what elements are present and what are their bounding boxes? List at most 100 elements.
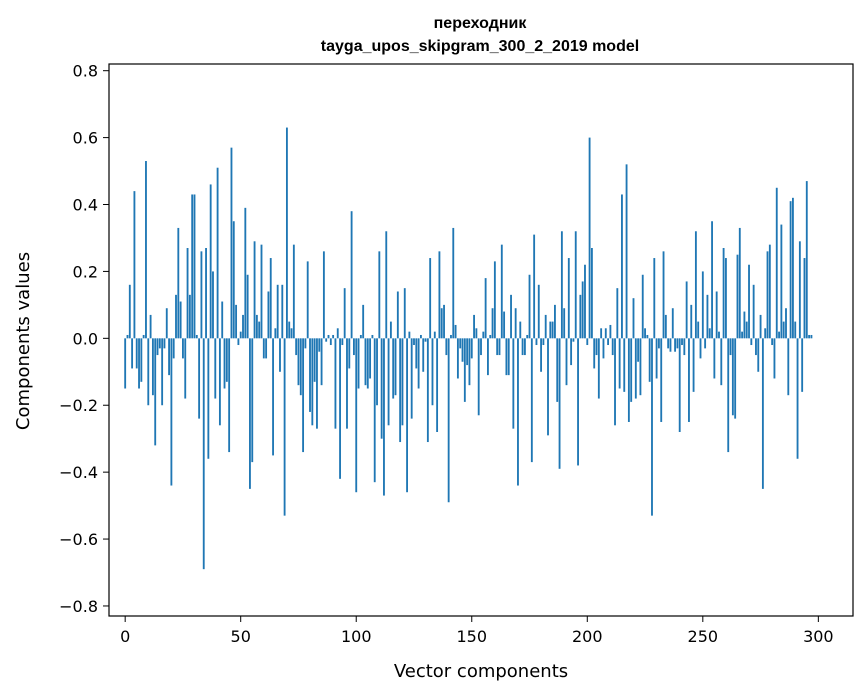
bar <box>253 241 256 339</box>
bar <box>265 338 268 359</box>
bar <box>184 338 187 399</box>
bar <box>780 224 783 339</box>
bar <box>697 321 700 339</box>
bar <box>785 308 787 339</box>
bar <box>577 338 579 466</box>
bar <box>477 338 480 416</box>
bar <box>443 304 445 339</box>
bar <box>803 258 806 339</box>
bar <box>651 338 653 516</box>
bar <box>392 338 395 399</box>
bar <box>574 231 577 339</box>
bar <box>558 338 561 469</box>
bar <box>720 338 723 386</box>
bar <box>433 331 436 339</box>
bar <box>147 338 150 406</box>
bar <box>341 338 344 346</box>
bar <box>316 338 318 429</box>
bar <box>768 244 771 339</box>
y-tick-label: −0.6 <box>59 530 98 549</box>
bar <box>752 284 755 339</box>
bar <box>313 338 316 382</box>
bar <box>637 338 640 362</box>
bar <box>283 338 286 516</box>
bar <box>237 338 240 346</box>
bar <box>214 338 217 399</box>
bar <box>549 321 552 339</box>
bar <box>669 338 672 352</box>
bar <box>290 328 293 339</box>
bar <box>648 338 651 382</box>
bar <box>168 338 170 376</box>
bar <box>778 331 780 339</box>
bar <box>285 127 288 339</box>
bar <box>482 331 485 339</box>
bar <box>251 338 254 463</box>
bar <box>459 338 462 349</box>
bar <box>156 338 159 356</box>
bar <box>161 338 164 406</box>
bar <box>417 338 420 389</box>
bar <box>334 338 337 429</box>
bar <box>212 271 214 339</box>
bar <box>498 338 501 356</box>
bar <box>225 338 228 382</box>
bar <box>646 334 649 339</box>
bar <box>706 294 709 339</box>
bar <box>600 328 603 339</box>
bar <box>394 338 397 396</box>
bar <box>810 334 813 339</box>
bar <box>581 281 584 339</box>
bar <box>424 338 427 342</box>
bar <box>743 311 746 339</box>
bar <box>350 211 353 339</box>
y-tick-label: 0.4 <box>73 196 98 215</box>
bar <box>463 338 466 402</box>
bar <box>385 231 388 339</box>
bar <box>789 201 792 339</box>
bar <box>295 338 298 356</box>
bar <box>170 338 173 486</box>
bar <box>135 338 138 369</box>
bar <box>131 338 134 369</box>
bar <box>761 338 764 489</box>
bar <box>216 167 219 339</box>
bar <box>468 338 471 386</box>
bar <box>731 338 734 416</box>
bar <box>757 338 760 372</box>
bar <box>664 314 667 339</box>
bar <box>602 338 605 359</box>
x-tick-label: 100 <box>341 627 372 646</box>
bar <box>353 338 355 356</box>
bar <box>470 338 473 359</box>
y-tick-label: −0.4 <box>59 463 98 482</box>
bar <box>597 338 600 399</box>
bar <box>500 244 503 339</box>
bar <box>554 304 556 339</box>
bar <box>671 308 674 339</box>
bar <box>533 234 536 339</box>
bar <box>805 181 808 339</box>
bar <box>258 321 261 339</box>
bar <box>621 194 623 339</box>
bar <box>782 321 785 339</box>
bar <box>403 288 406 339</box>
bar <box>429 258 432 339</box>
bar <box>590 248 593 339</box>
bar <box>413 338 415 346</box>
bar <box>195 334 198 339</box>
bar <box>572 338 575 342</box>
bar <box>454 324 457 339</box>
bar <box>773 338 776 379</box>
x-tick-label: 0 <box>120 627 130 646</box>
bar <box>279 338 281 372</box>
bar <box>630 338 633 402</box>
bar <box>792 197 794 339</box>
bar <box>378 251 381 339</box>
bar <box>198 338 201 419</box>
bar <box>641 274 644 339</box>
bar <box>787 338 790 396</box>
plot-area-frame <box>108 63 854 617</box>
